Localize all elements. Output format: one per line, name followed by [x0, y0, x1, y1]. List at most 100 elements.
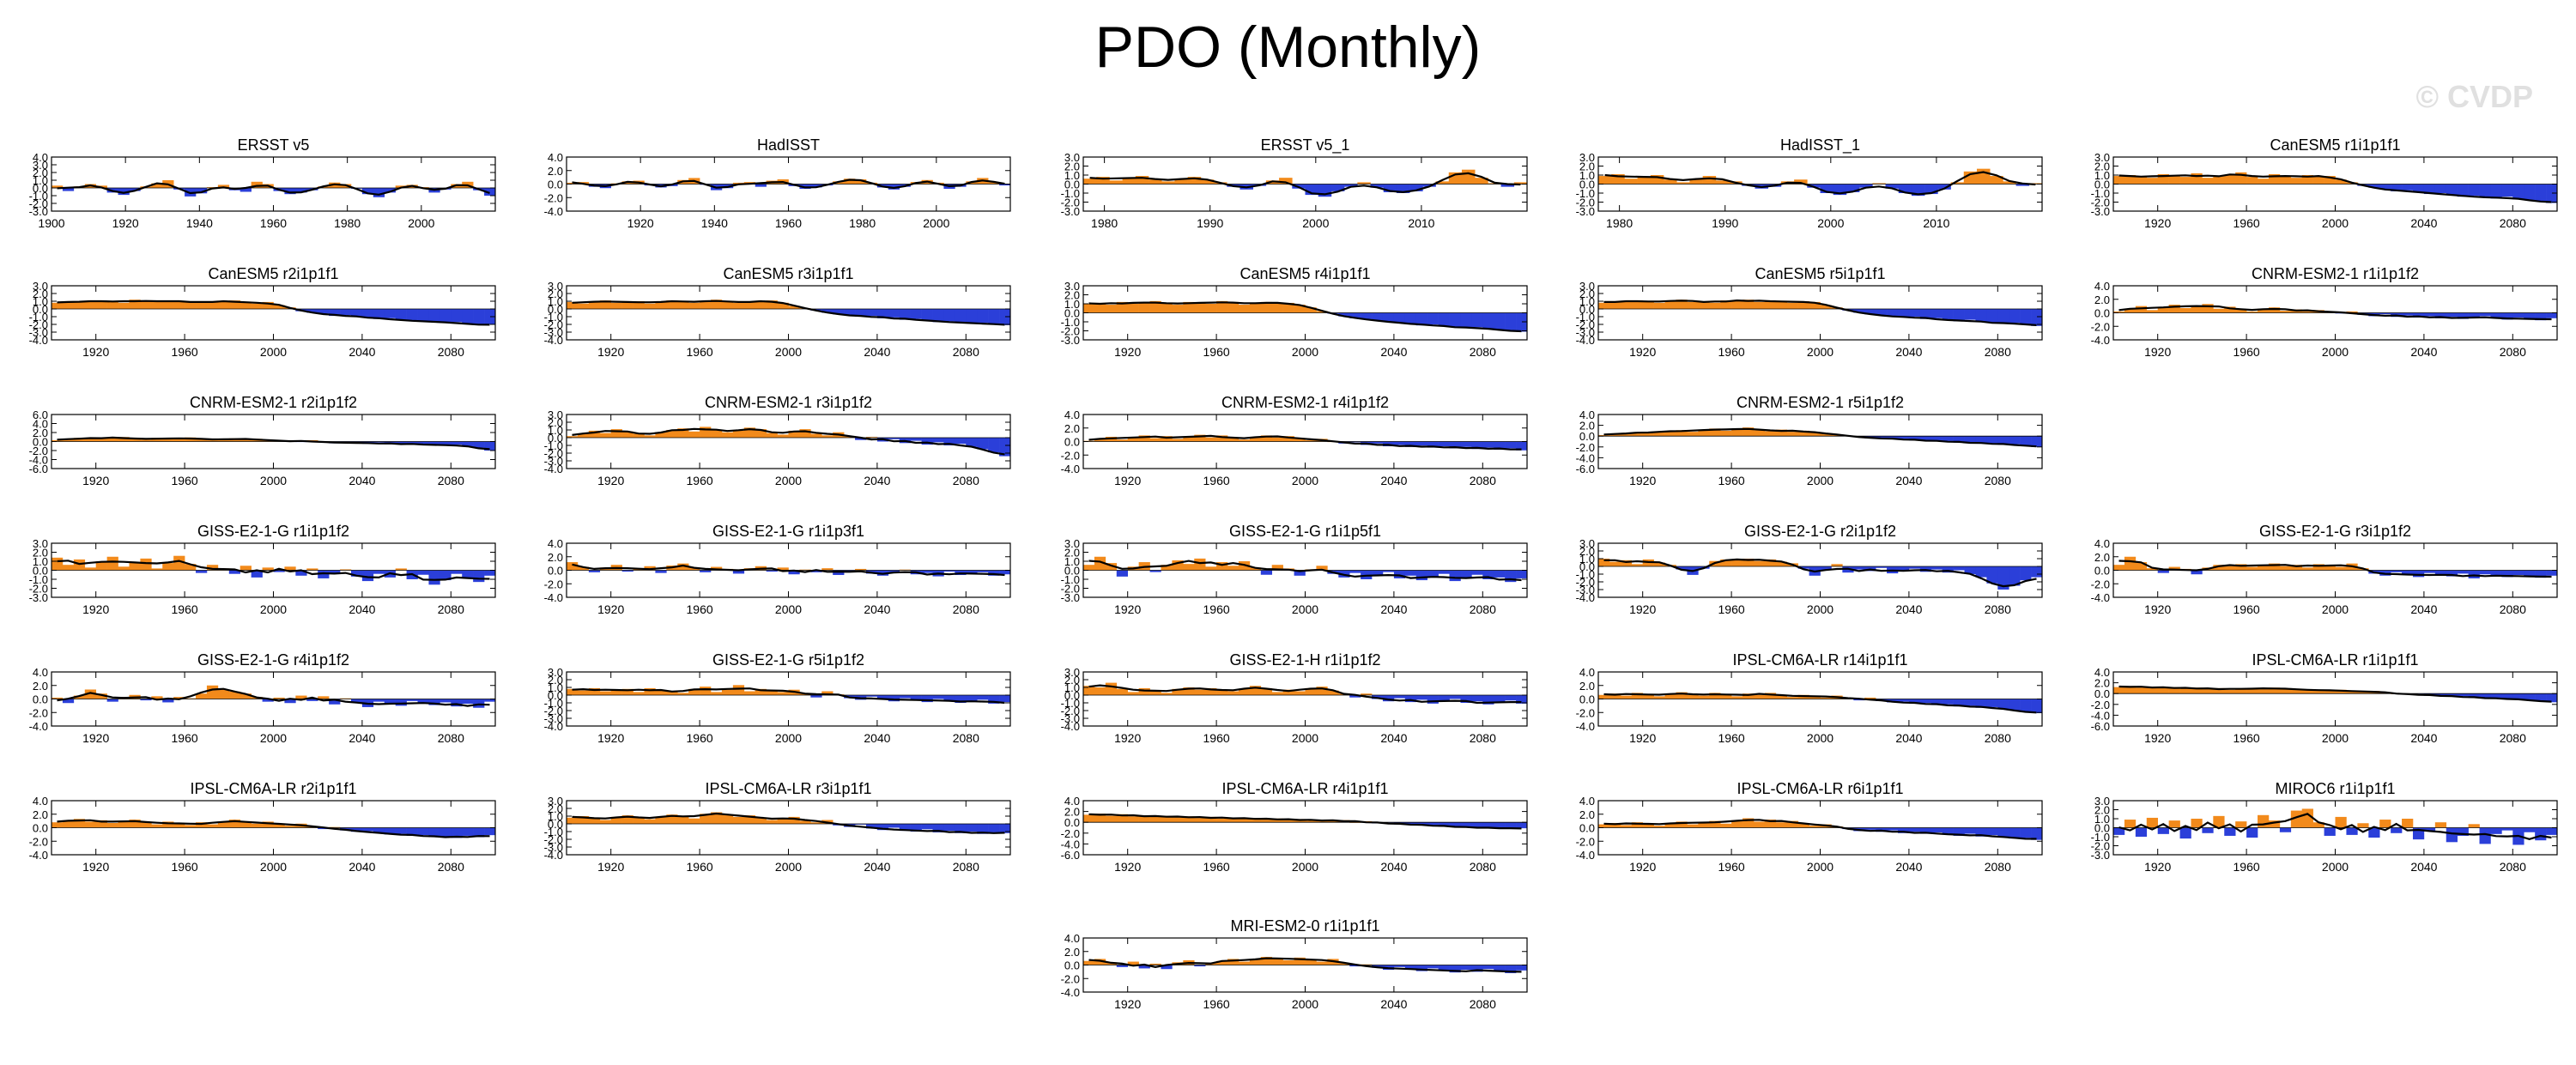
bar: [1438, 570, 1450, 574]
x-tick-label: 2000: [260, 602, 287, 616]
y-tick-label: -2.0: [544, 191, 563, 204]
smoothed-line: [572, 300, 1005, 326]
bar: [2412, 312, 2425, 318]
bar: [2235, 688, 2247, 694]
bar: [2168, 176, 2180, 185]
bar: [2146, 178, 2159, 185]
y-tick-label: -2.0: [1061, 827, 1080, 840]
y-tick-label: -2.0: [544, 318, 563, 331]
bar: [1598, 176, 1612, 185]
x-tick-label: 2010: [1408, 216, 1434, 230]
bar: [1764, 300, 1777, 309]
bar: [1471, 822, 1483, 827]
bar: [1316, 566, 1328, 571]
panel-title: IPSL-CM6A-LR r6i1p1f1: [1737, 780, 1903, 797]
bar: [876, 695, 889, 699]
bar: [1249, 567, 1262, 571]
bar: [1624, 179, 1638, 185]
bar: [361, 827, 374, 832]
bar: [1149, 570, 1161, 572]
bar: [2028, 183, 2043, 185]
bar: [1908, 566, 1921, 569]
bar: [1172, 305, 1184, 313]
bar: [173, 555, 185, 571]
bar: [1083, 960, 1095, 965]
y-tick-label: -2.0: [1061, 705, 1080, 717]
bar: [666, 814, 678, 824]
bar: [1620, 433, 1633, 437]
bar: [1698, 822, 1710, 828]
bar: [206, 685, 219, 699]
bar: [1664, 300, 1676, 309]
bar: [2479, 184, 2491, 198]
bar: [1494, 822, 1506, 828]
panel-2: HadISST 4.02.00.0-2.0-4.0 1920 1940 1960 1980…: [544, 136, 1011, 230]
y-tick-label: 2.0: [548, 551, 563, 564]
bar: [1786, 302, 1798, 309]
x-tick-label: 2080: [1985, 345, 2011, 359]
smoothed-line: [572, 812, 1005, 834]
bar: [577, 690, 590, 695]
bar: [810, 695, 822, 698]
bar: [1116, 301, 1129, 313]
bar: [2258, 814, 2270, 828]
bar: [95, 561, 107, 571]
bar: [162, 821, 174, 828]
bar: [1930, 827, 1943, 833]
panel-16: GISS-E2-1-G r1i1p3f1 4.02.00.0-2.0-4.0 192…: [544, 523, 1011, 616]
x-tick-label: 2040: [864, 602, 890, 616]
y-tick-label: -1.0: [1576, 187, 1595, 200]
y-tick-label: -1.0: [29, 573, 48, 586]
bar: [2258, 565, 2270, 571]
bar: [1427, 570, 1439, 577]
bar: [1460, 312, 1472, 329]
bar: [1205, 816, 1217, 823]
bar: [73, 438, 86, 442]
bar: [2457, 827, 2469, 836]
bar: [1598, 559, 1610, 566]
bar: [384, 309, 396, 318]
smoothed-line: [1088, 434, 1522, 451]
bar: [1404, 441, 1417, 447]
bar: [1427, 965, 1439, 969]
bar: [1676, 821, 1688, 828]
bar: [1698, 301, 1710, 309]
panel-11: CNRM-ESM2-1 r2i1p1f2 6.04.02.00.0-2.0-4.0…: [29, 394, 496, 487]
bar: [1846, 184, 1860, 192]
bar: [599, 433, 611, 438]
bar: [196, 570, 208, 573]
bar: [1942, 436, 1954, 441]
bar: [451, 827, 463, 838]
bar: [721, 432, 734, 438]
bar: [1897, 699, 1910, 702]
bar: [1438, 441, 1450, 447]
bar: [2501, 184, 2513, 197]
x-tick-label: 2040: [1380, 474, 1407, 487]
bar: [1876, 566, 1888, 568]
bar: [966, 438, 978, 447]
y-tick-label: -2.0: [544, 578, 563, 590]
smoothed-line: [57, 300, 490, 326]
x-tick-label: 1920: [1629, 860, 1656, 874]
bar: [577, 566, 590, 571]
bar: [1975, 436, 1987, 445]
bar: [1997, 699, 2009, 710]
bar: [599, 820, 611, 824]
x-tick-label: 1920: [2144, 860, 2171, 874]
bar: [644, 687, 656, 695]
bar: [1753, 694, 1766, 699]
bar: [1372, 570, 1384, 575]
bar: [2179, 307, 2191, 313]
x-tick-label: 2040: [864, 731, 890, 745]
bar: [1127, 304, 1139, 313]
bar: [2434, 693, 2447, 696]
bar: [988, 309, 1000, 324]
y-tick-label: 2.0: [2094, 677, 2110, 690]
bar: [1187, 177, 1202, 185]
bar: [2009, 436, 2021, 445]
bar: [2224, 306, 2236, 313]
bar: [1620, 825, 1633, 828]
x-tick-label: 1960: [687, 474, 713, 487]
bar: [251, 181, 263, 188]
y-tick-label: 0.0: [33, 693, 48, 706]
